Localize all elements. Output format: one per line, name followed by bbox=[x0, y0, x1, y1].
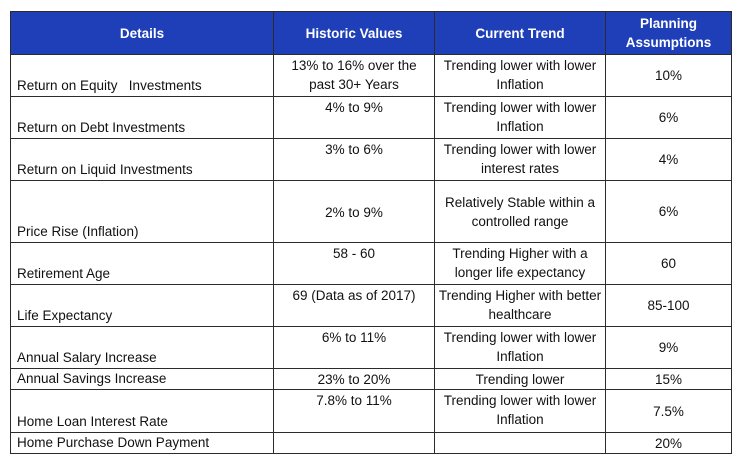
details-cell: Price Rise (Inflation) bbox=[10, 180, 274, 243]
table-row: Return on Equity Investments 13% to 16% … bbox=[10, 54, 732, 97]
details-cell: Retirement Age bbox=[10, 242, 274, 285]
header-historic-values: Historic Values bbox=[273, 11, 435, 55]
header-current-trend: Current Trend bbox=[434, 11, 606, 55]
table-row: Price Rise (Inflation) 2% to 9% Relative… bbox=[10, 180, 732, 243]
trend-cell: Trending lower with lower Inflation bbox=[434, 389, 606, 433]
historic-cell: 6% to 11% bbox=[273, 326, 435, 369]
historic-cell: 58 - 60 bbox=[273, 242, 435, 285]
planning-cell: 6% bbox=[605, 96, 732, 139]
planning-cell: 9% bbox=[605, 326, 732, 369]
details-cell: Return on Debt Investments bbox=[10, 96, 274, 139]
historic-cell bbox=[273, 432, 435, 454]
trend-cell: Trending lower with lower Inflation bbox=[434, 54, 606, 97]
table-header-row: Details Historic Values Current Trend Pl… bbox=[10, 11, 732, 55]
trend-cell: Trending lower bbox=[434, 368, 606, 390]
details-cell: Return on Liquid Investments bbox=[10, 138, 274, 181]
trend-cell: Trending lower with lower Inflation bbox=[434, 96, 606, 139]
assumptions-table-wrapper: Details Historic Values Current Trend Pl… bbox=[10, 11, 732, 454]
historic-cell: 3% to 6% bbox=[273, 138, 435, 181]
header-planning-assumptions: Planning Assumptions bbox=[605, 11, 732, 55]
table-row: Annual Salary Increase 6% to 11% Trendin… bbox=[10, 326, 732, 369]
planning-cell: 60 bbox=[605, 242, 732, 285]
historic-cell: 69 (Data as of 2017) bbox=[273, 284, 435, 327]
details-cell: Home Purchase Down Payment bbox=[10, 432, 274, 454]
historic-cell: 13% to 16% over the past 30+ Years bbox=[273, 54, 435, 97]
details-cell: Return on Equity Investments bbox=[10, 54, 274, 97]
trend-cell bbox=[434, 432, 606, 454]
table-row: Return on Liquid Investments 3% to 6% Tr… bbox=[10, 138, 732, 181]
table-row: Home Purchase Down Payment 20% bbox=[10, 432, 732, 454]
planning-cell: 4% bbox=[605, 138, 732, 181]
table-row: Life Expectancy 69 (Data as of 2017) Tre… bbox=[10, 284, 732, 327]
historic-cell: 2% to 9% bbox=[273, 180, 435, 243]
header-details: Details bbox=[10, 11, 274, 55]
trend-cell: Trending lower with lower Inflation bbox=[434, 326, 606, 369]
details-cell: Home Loan Interest Rate bbox=[10, 389, 274, 433]
trend-cell: Trending Higher with a longer life expec… bbox=[434, 242, 606, 285]
planning-cell: 85-100 bbox=[605, 284, 732, 327]
planning-assumptions-table: Details Historic Values Current Trend Pl… bbox=[10, 11, 732, 454]
planning-cell: 7.5% bbox=[605, 389, 732, 433]
table-row: Return on Debt Investments 4% to 9% Tren… bbox=[10, 96, 732, 139]
planning-cell: 6% bbox=[605, 180, 732, 243]
trend-cell: Relatively Stable within a controlled ra… bbox=[434, 180, 606, 243]
trend-cell: Trending lower with lower interest rates bbox=[434, 138, 606, 181]
historic-cell: 23% to 20% bbox=[273, 368, 435, 390]
table-row: Home Loan Interest Rate 7.8% to 11% Tren… bbox=[10, 389, 732, 433]
historic-cell: 4% to 9% bbox=[273, 96, 435, 139]
planning-cell: 10% bbox=[605, 54, 732, 97]
trend-cell: Trending Higher with better healthcare bbox=[434, 284, 606, 327]
details-cell: Life Expectancy bbox=[10, 284, 274, 327]
planning-cell: 20% bbox=[605, 432, 732, 454]
table-row: Annual Savings Increase 23% to 20% Trend… bbox=[10, 368, 732, 390]
planning-cell: 15% bbox=[605, 368, 732, 390]
historic-cell: 7.8% to 11% bbox=[273, 389, 435, 433]
details-cell: Annual Savings Increase bbox=[10, 368, 274, 390]
details-cell: Annual Salary Increase bbox=[10, 326, 274, 369]
table-row: Retirement Age 58 - 60 Trending Higher w… bbox=[10, 242, 732, 285]
